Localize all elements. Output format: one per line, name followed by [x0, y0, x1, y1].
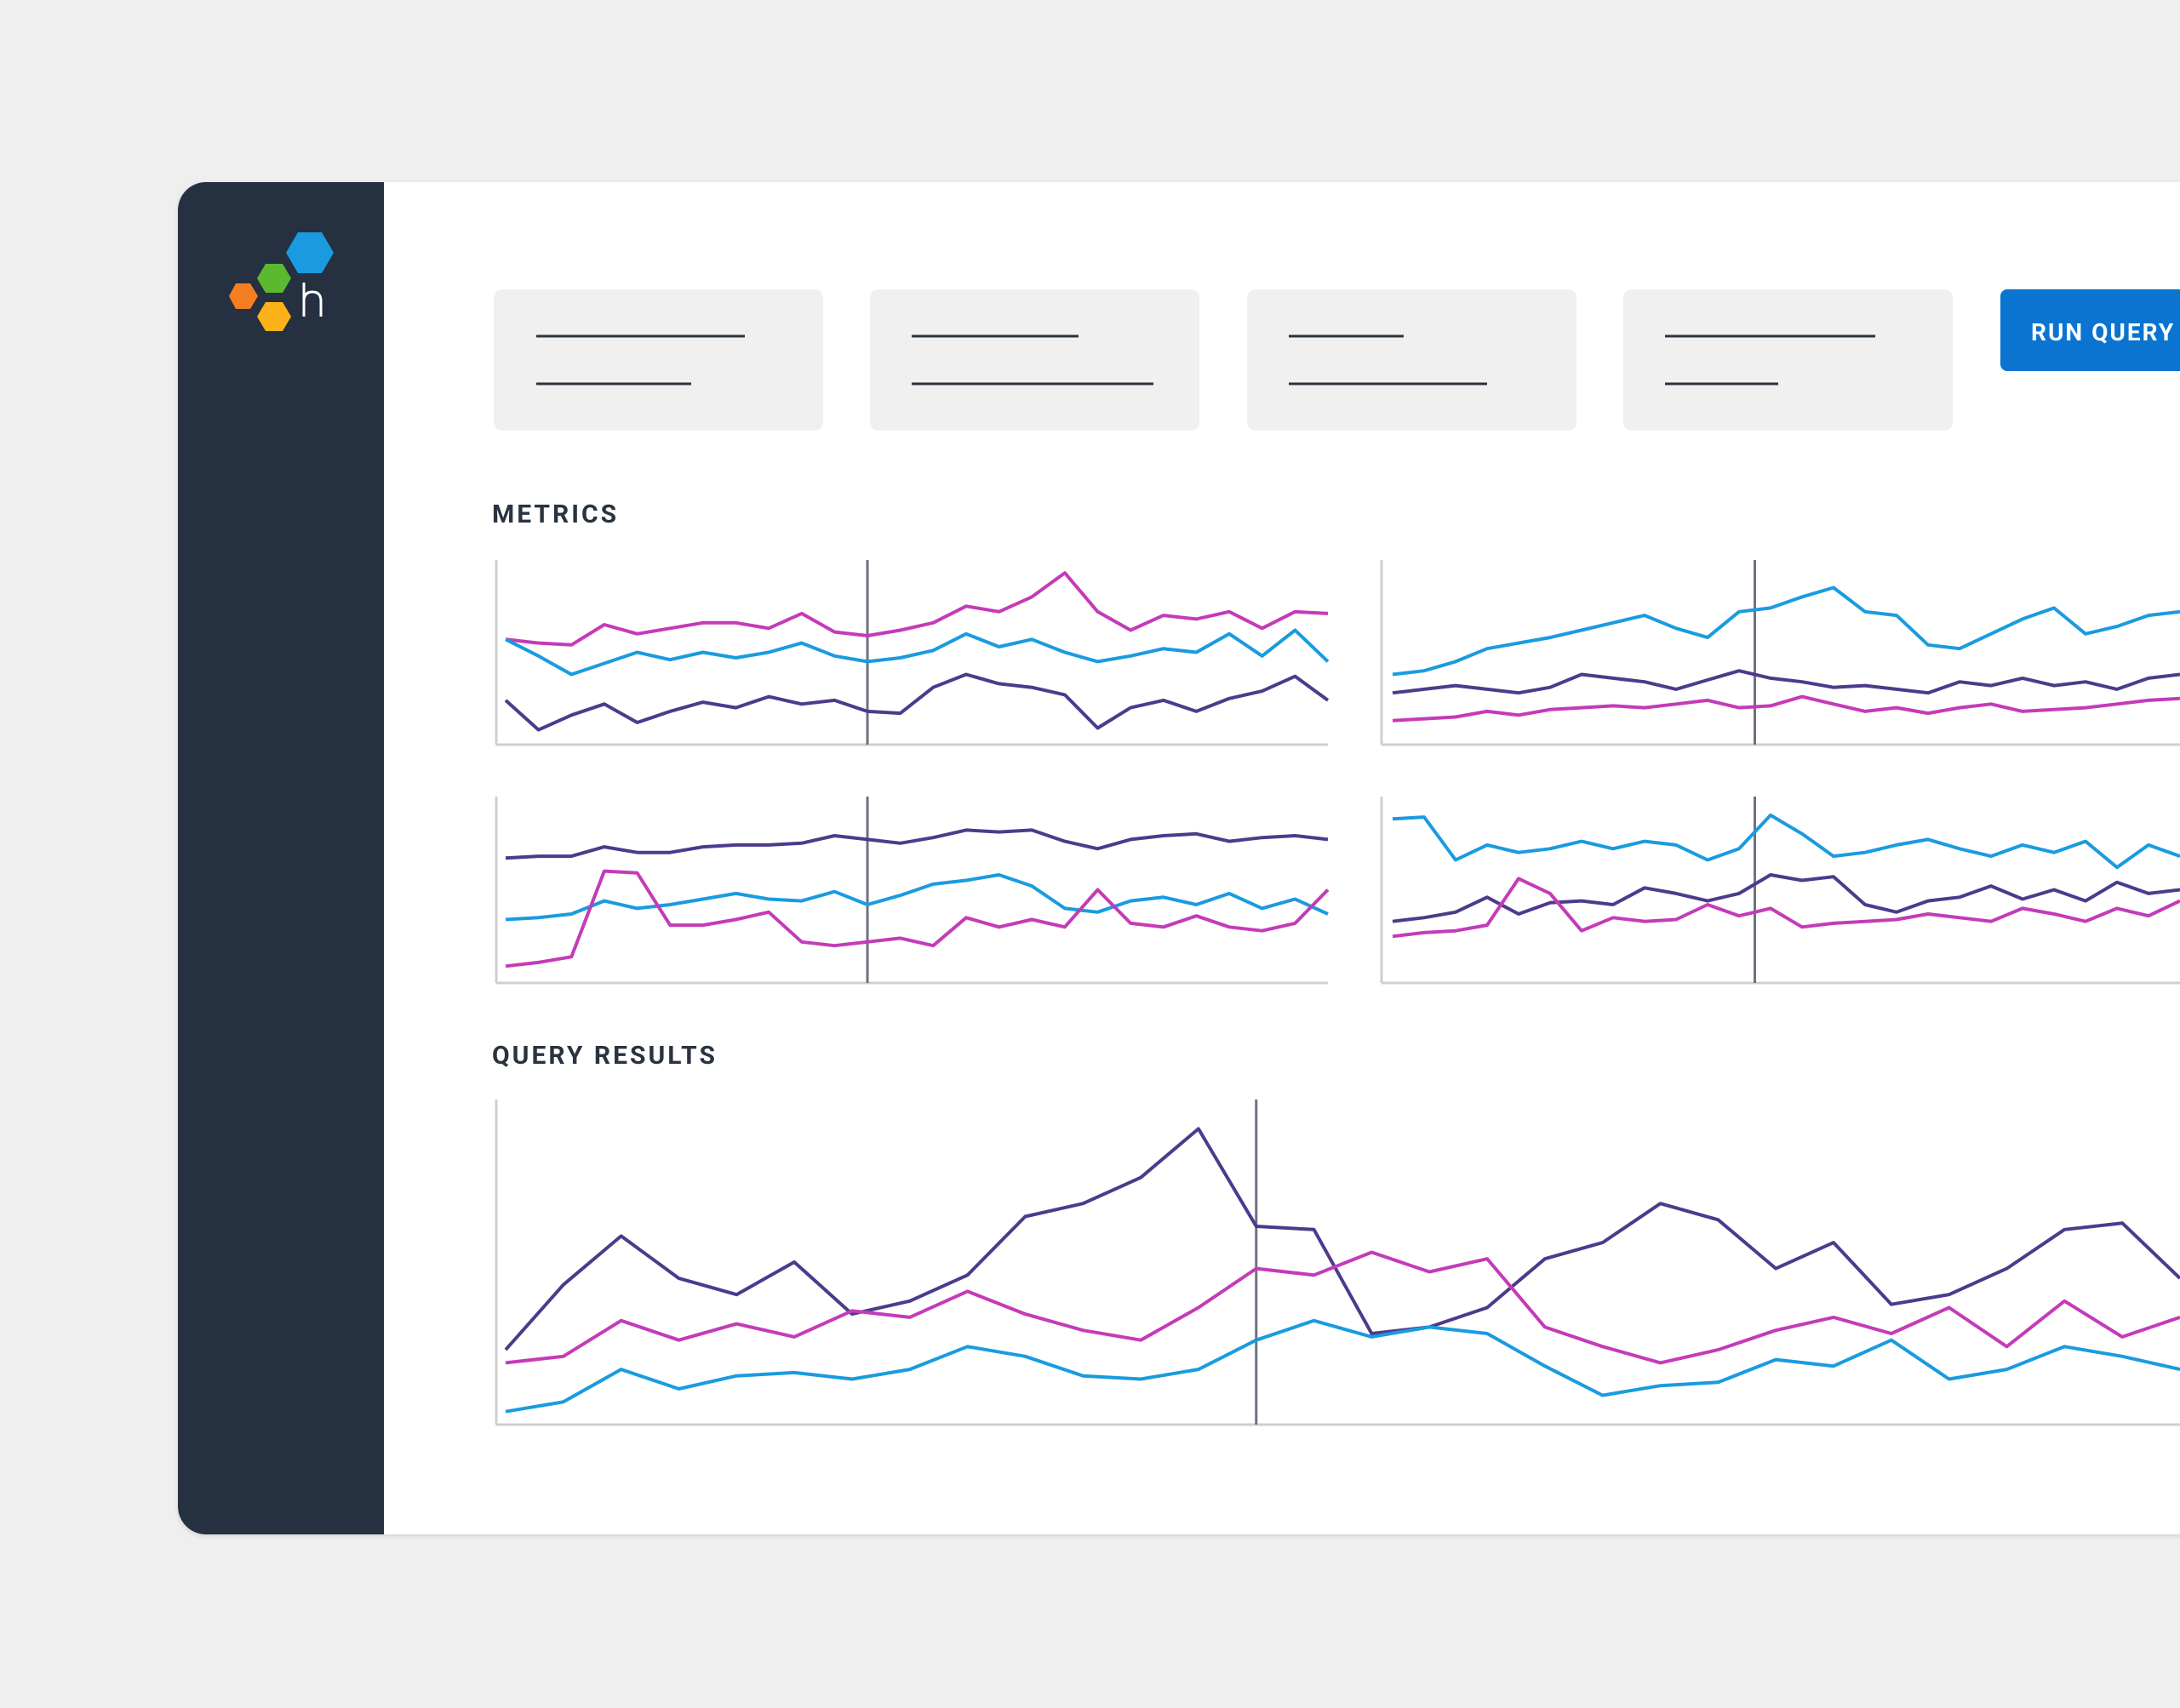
filter-box[interactable]	[494, 289, 823, 431]
series-line	[505, 1318, 2180, 1414]
series-line	[505, 828, 1329, 860]
series-line	[505, 873, 1329, 922]
series-line	[1392, 669, 2180, 695]
series-line	[1392, 694, 2180, 723]
filter-box[interactable]	[870, 289, 1199, 431]
section-title: METRICS	[492, 500, 619, 529]
series-line	[1392, 586, 2180, 677]
series-line	[1392, 877, 2180, 939]
series-line	[505, 1250, 2180, 1365]
logo	[229, 232, 334, 331]
section-title: QUERY RESULTS	[492, 1041, 718, 1071]
series-line	[504, 672, 1330, 732]
sidebar	[178, 182, 384, 1534]
card	[178, 182, 2180, 1534]
filter-box[interactable]	[1623, 289, 1953, 431]
filters	[494, 289, 1953, 431]
run-query-button[interactable]	[2000, 289, 2180, 371]
series-line	[1392, 813, 2180, 870]
series-line	[504, 1127, 2180, 1351]
series-line	[1392, 873, 2180, 923]
filter-box[interactable]	[1247, 289, 1576, 431]
series-line	[505, 628, 1330, 677]
button-label: RUN QUERY	[2031, 318, 2175, 346]
series-line	[505, 869, 1330, 968]
series-line	[505, 571, 1329, 647]
